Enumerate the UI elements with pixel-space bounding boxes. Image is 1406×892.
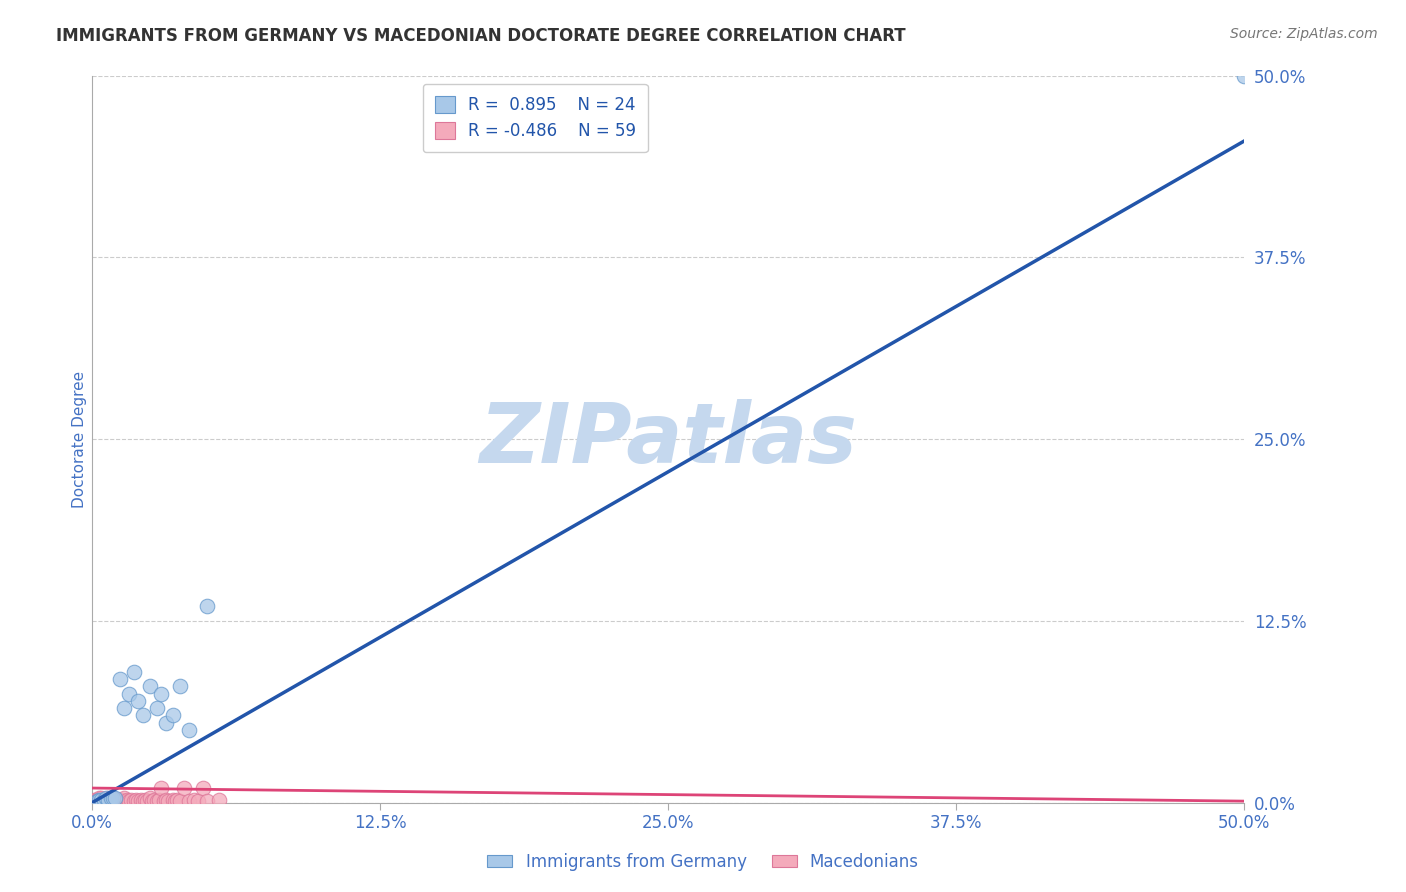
- Point: [141, 794, 163, 808]
- Point: [166, 793, 188, 807]
- Point: [129, 793, 152, 807]
- Point: [127, 794, 149, 808]
- Point: [107, 794, 129, 808]
- Point: [148, 793, 170, 807]
- Point: [104, 794, 127, 808]
- Point: [155, 715, 177, 730]
- Point: [114, 701, 136, 715]
- Point: [83, 794, 105, 808]
- Point: [90, 793, 112, 807]
- Point: [94, 793, 117, 807]
- Point: [97, 793, 120, 807]
- Point: [108, 793, 131, 807]
- Point: [115, 794, 138, 808]
- Point: [155, 793, 177, 807]
- Point: [173, 780, 195, 795]
- Point: [191, 780, 214, 795]
- Point: [115, 793, 138, 807]
- Point: [162, 708, 184, 723]
- Point: [208, 793, 231, 807]
- Point: [118, 794, 141, 808]
- Point: [136, 794, 159, 808]
- Point: [177, 794, 200, 808]
- Point: [1233, 69, 1256, 83]
- Point: [132, 794, 155, 808]
- Point: [114, 794, 136, 808]
- Point: [107, 793, 129, 807]
- Point: [125, 793, 148, 807]
- Point: [87, 791, 110, 805]
- Point: [101, 791, 124, 805]
- Point: [94, 791, 117, 805]
- Point: [87, 794, 110, 808]
- Text: ZIPatlas: ZIPatlas: [479, 399, 858, 480]
- Point: [145, 701, 167, 715]
- Point: [100, 793, 122, 807]
- Point: [169, 794, 191, 808]
- Point: [101, 791, 124, 805]
- Legend: R =  0.895    N = 24, R = -0.486    N = 59: R = 0.895 N = 24, R = -0.486 N = 59: [423, 84, 648, 152]
- Point: [100, 794, 122, 808]
- Point: [139, 679, 162, 693]
- Point: [177, 723, 200, 737]
- Y-axis label: Doctorate Degree: Doctorate Degree: [72, 370, 87, 508]
- Point: [150, 780, 173, 795]
- Point: [101, 793, 124, 807]
- Point: [104, 793, 127, 807]
- Point: [93, 793, 115, 807]
- Point: [139, 791, 162, 805]
- Point: [162, 793, 184, 807]
- Point: [100, 791, 122, 805]
- Point: [86, 794, 108, 808]
- Point: [111, 794, 134, 808]
- Point: [93, 794, 115, 808]
- Point: [132, 708, 155, 723]
- Point: [134, 793, 156, 807]
- Point: [90, 791, 112, 805]
- Point: [152, 794, 174, 808]
- Point: [145, 794, 167, 808]
- Point: [97, 791, 120, 805]
- Point: [127, 694, 149, 708]
- Point: [165, 794, 187, 808]
- Point: [143, 793, 166, 807]
- Point: [90, 793, 112, 807]
- Point: [122, 665, 145, 679]
- Point: [87, 793, 110, 807]
- Point: [120, 793, 142, 807]
- Point: [111, 793, 134, 807]
- Point: [197, 794, 219, 808]
- Point: [118, 687, 141, 701]
- Point: [150, 687, 173, 701]
- Point: [122, 794, 145, 808]
- Point: [83, 793, 105, 807]
- Point: [97, 794, 120, 808]
- Point: [108, 672, 131, 686]
- Point: [93, 793, 115, 807]
- Point: [104, 791, 127, 805]
- Point: [94, 794, 117, 808]
- Point: [197, 599, 219, 614]
- Point: [114, 791, 136, 805]
- Point: [86, 793, 108, 807]
- Point: [187, 794, 209, 808]
- Point: [183, 793, 205, 807]
- Point: [157, 794, 180, 808]
- Text: Source: ZipAtlas.com: Source: ZipAtlas.com: [1230, 27, 1378, 41]
- Text: IMMIGRANTS FROM GERMANY VS MACEDONIAN DOCTORATE DEGREE CORRELATION CHART: IMMIGRANTS FROM GERMANY VS MACEDONIAN DO…: [56, 27, 905, 45]
- Point: [108, 794, 131, 808]
- Point: [169, 679, 191, 693]
- Point: [86, 794, 108, 808]
- Legend: Immigrants from Germany, Macedonians: Immigrants from Germany, Macedonians: [479, 845, 927, 880]
